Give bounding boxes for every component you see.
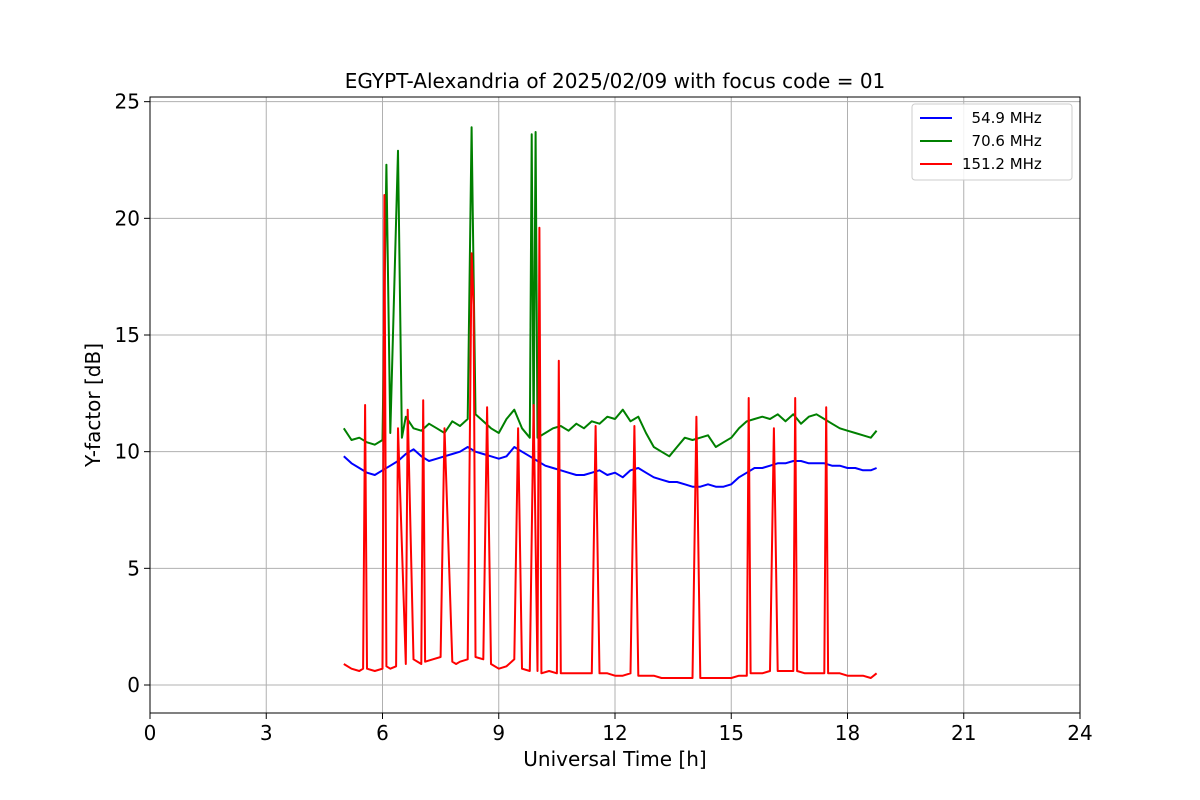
series-line-70-6-mhz [342, 126, 878, 458]
x-tick-label: 0 [144, 721, 157, 745]
y-tick-label: 15 [115, 323, 140, 347]
y-tick-label: 5 [127, 556, 140, 580]
x-tick-label: 9 [492, 721, 505, 745]
x-tick-label: 21 [951, 721, 976, 745]
legend-label: 151.2 MHz [962, 155, 1042, 173]
x-tick-label: 18 [835, 721, 860, 745]
legend-label: 70.6 MHz [962, 132, 1042, 150]
x-axis-label: Universal Time [h] [523, 747, 706, 771]
x-tick-label: 15 [719, 721, 744, 745]
y-tick-label: 0 [127, 673, 140, 697]
y-tick-label: 10 [115, 440, 140, 464]
series-lines [342, 126, 878, 679]
x-axis-ticks: 0 3 6 9 12 15 18 21 24 [144, 713, 1093, 745]
legend-box [911, 103, 1073, 181]
x-tick-label: 3 [260, 721, 273, 745]
legend: 54.9 MHz 70.6 MHz 151.2 MHz [911, 103, 1073, 181]
x-tick-label: 12 [602, 721, 627, 745]
y-tick-label: 25 [115, 90, 140, 114]
legend-label: 54.9 MHz [962, 109, 1042, 127]
x-tick-label: 6 [376, 721, 389, 745]
series-line-151-2-mhz [343, 194, 878, 679]
chart-title: EGYPT-Alexandria of 2025/02/09 with focu… [345, 69, 886, 93]
y-axis-ticks: 0 5 10 15 20 25 [115, 90, 150, 697]
y-tick-label: 20 [115, 206, 140, 230]
y-axis-label: Y-factor [dB] [81, 343, 105, 468]
x-tick-label: 24 [1067, 721, 1092, 745]
series-line-54-9-mhz [343, 446, 877, 488]
